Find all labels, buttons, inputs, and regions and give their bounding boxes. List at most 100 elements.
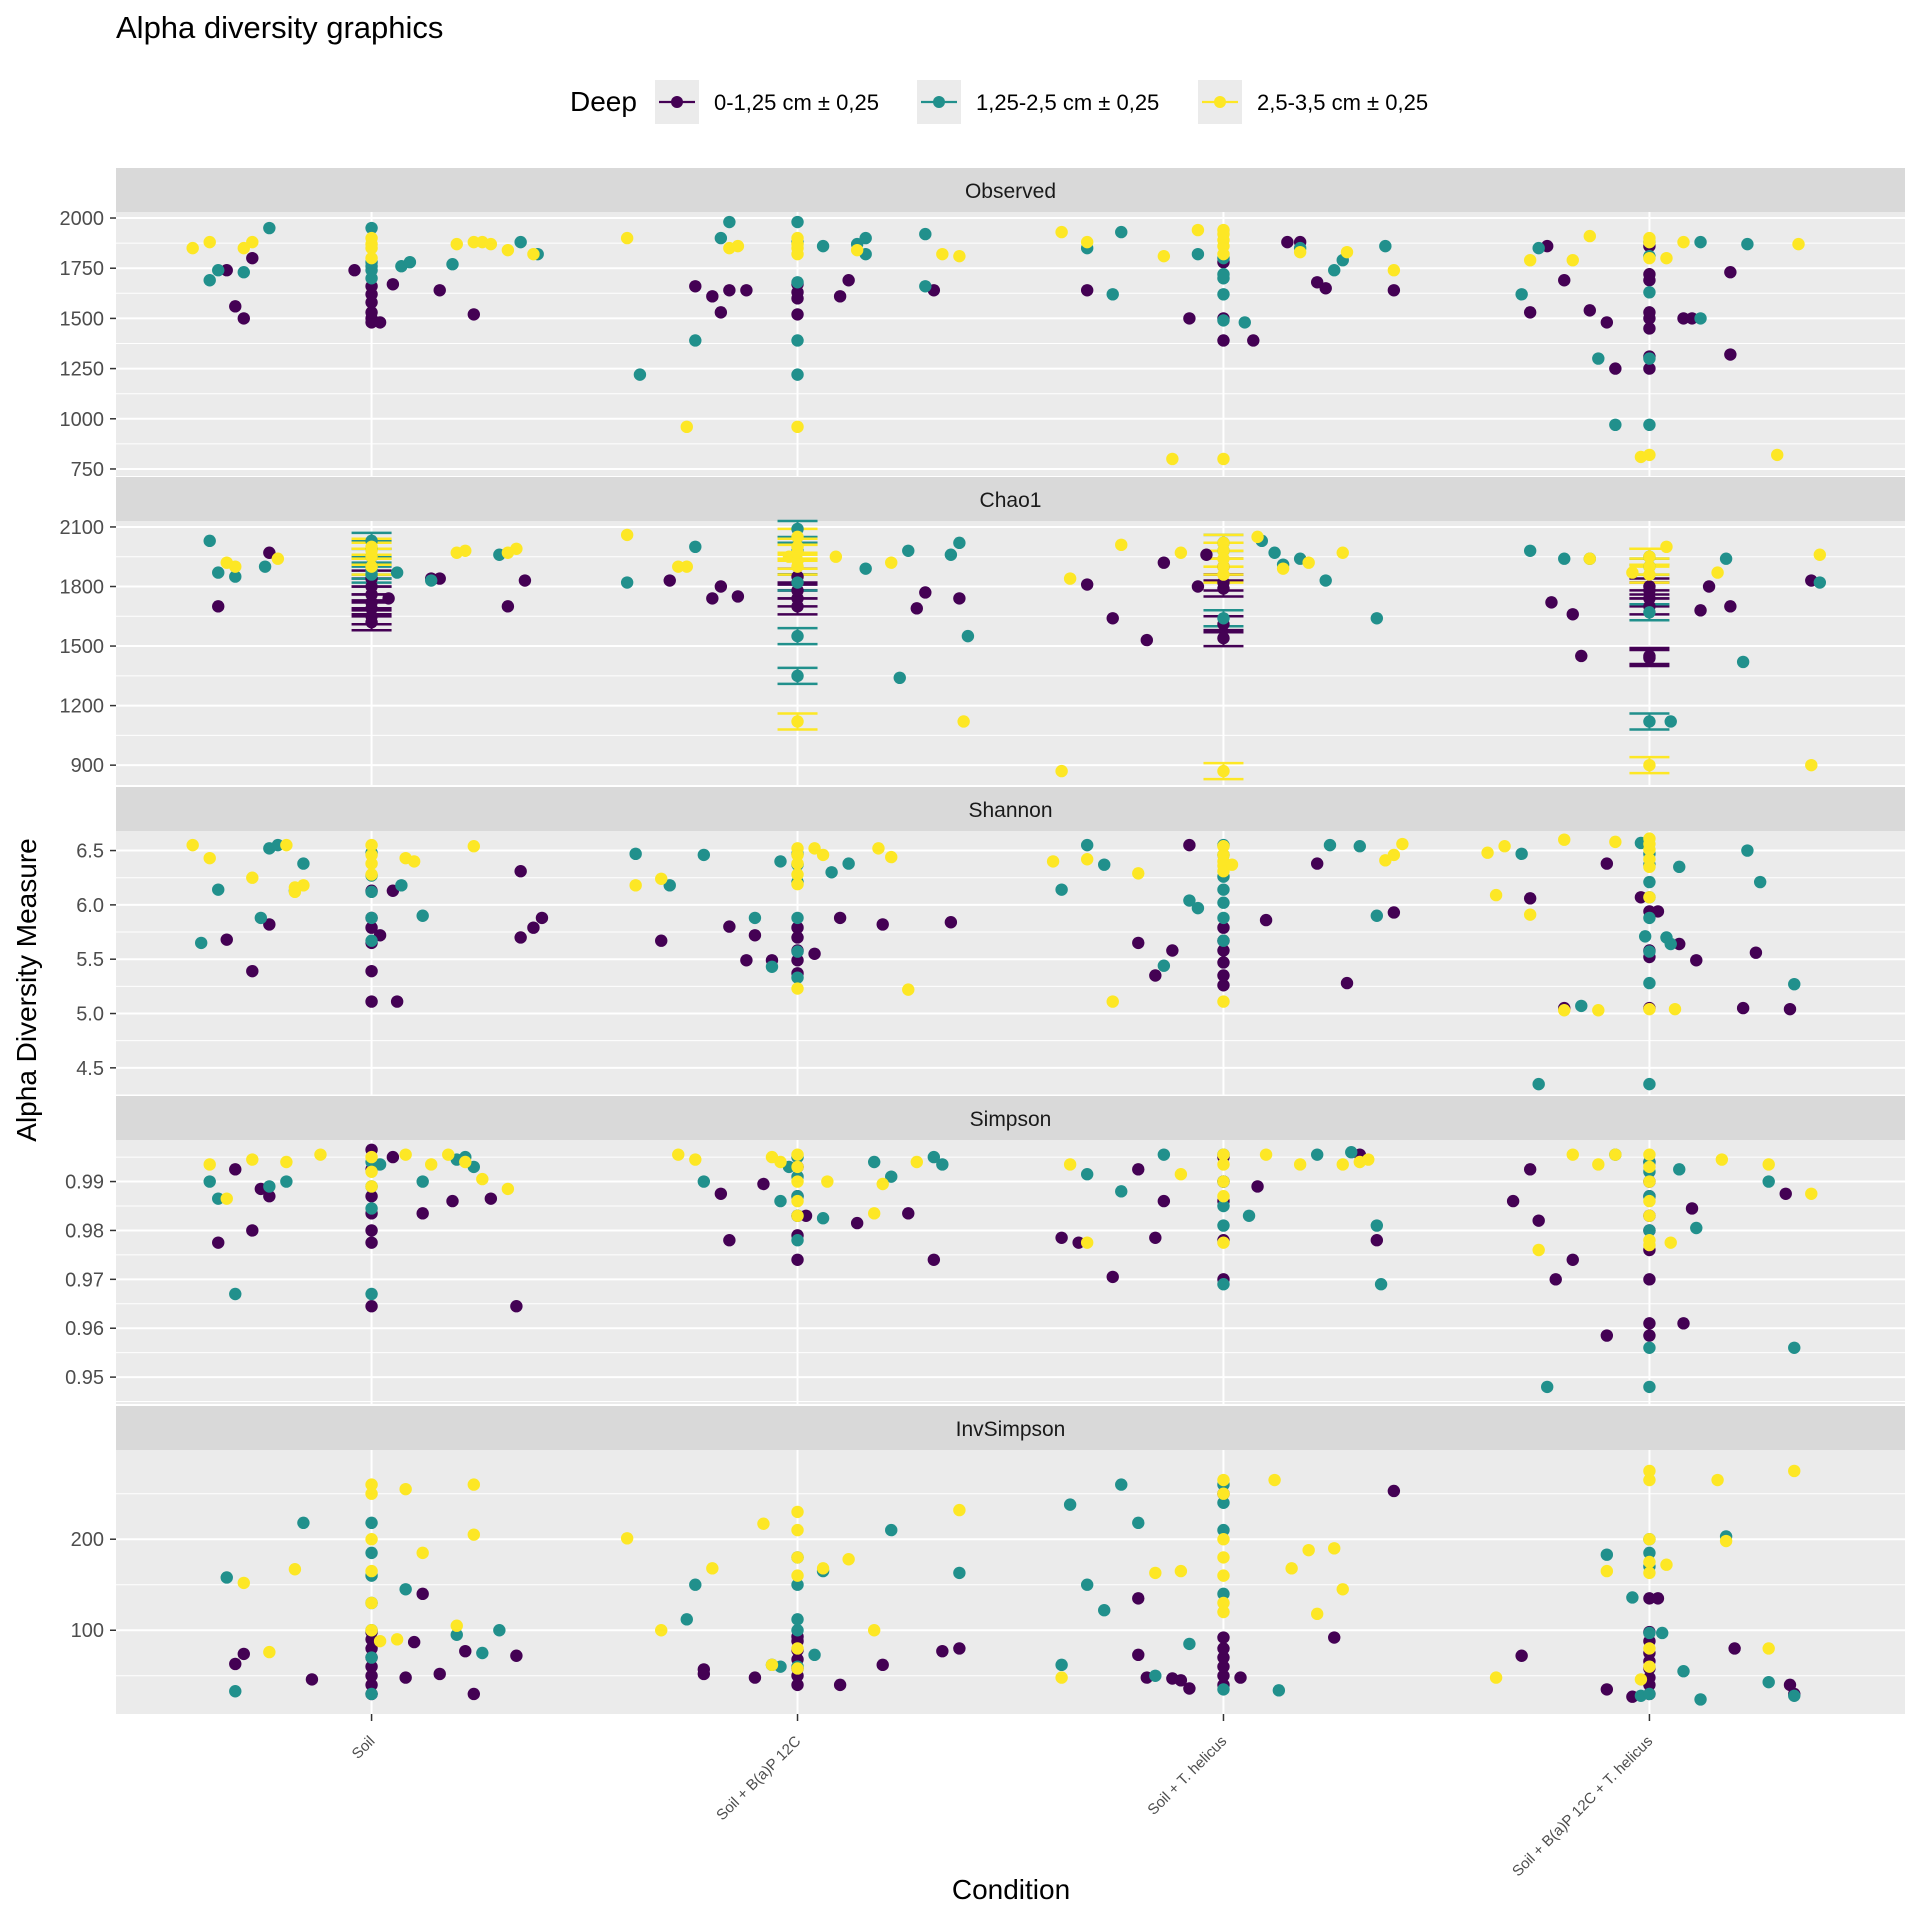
data-point xyxy=(1673,937,1686,951)
legend-label: 2,5-3,5 cm ± 0,25 xyxy=(1257,90,1428,115)
data-point xyxy=(1532,1243,1545,1257)
series-points xyxy=(229,1484,1801,1703)
facet-strip xyxy=(116,168,1905,212)
data-point xyxy=(1217,1660,1230,1673)
facet-strip-label: Chao1 xyxy=(980,489,1042,512)
data-point xyxy=(1643,1555,1656,1569)
data-point xyxy=(1217,612,1230,625)
data-point xyxy=(1685,1202,1699,1215)
data-point xyxy=(1694,604,1707,617)
data-point xyxy=(936,1158,949,1171)
data-point xyxy=(808,947,821,960)
data-point xyxy=(403,255,417,269)
data-point xyxy=(203,235,216,249)
data-point xyxy=(927,1253,941,1266)
data-point xyxy=(365,221,378,235)
data-point xyxy=(1643,1546,1656,1560)
data-point xyxy=(1200,548,1213,561)
data-point xyxy=(1174,1564,1188,1578)
data-point xyxy=(936,247,949,261)
data-point xyxy=(1183,894,1196,907)
data-point xyxy=(246,1153,259,1166)
data-point xyxy=(1779,1187,1792,1200)
data-point xyxy=(1370,1234,1384,1247)
data-point xyxy=(1217,268,1230,281)
data-point xyxy=(288,881,302,894)
data-point xyxy=(1643,1317,1656,1330)
data-point xyxy=(186,838,199,852)
data-point xyxy=(1336,546,1349,559)
legend: Deep 0-1,25 cm ± 0,25 1,25-2,5 cm ± 0,25 2,… xyxy=(570,80,1428,124)
data-point xyxy=(1345,1146,1358,1159)
data-point xyxy=(1609,1148,1622,1161)
y-tick-label: 1500 xyxy=(60,636,105,658)
data-point xyxy=(254,911,268,925)
data-point xyxy=(365,241,378,255)
data-point xyxy=(1132,1648,1145,1662)
data-point xyxy=(365,964,378,978)
legend-entry: 1,25-2,5 cm ± 0,25 xyxy=(917,80,1159,124)
data-point xyxy=(1217,1587,1230,1601)
data-point xyxy=(1217,911,1230,925)
data-point xyxy=(484,1192,498,1205)
data-point xyxy=(1643,235,1656,249)
data-point xyxy=(510,1649,523,1662)
data-point xyxy=(1217,1190,1230,1203)
data-point xyxy=(885,556,898,569)
data-point xyxy=(229,1657,242,1671)
data-point xyxy=(1643,1687,1656,1701)
data-point xyxy=(1217,1473,1230,1487)
data-point xyxy=(1677,1665,1690,1678)
data-point xyxy=(220,1571,233,1584)
facet-panel: Shannon 4.5 5.0 5.5 6.0 6.5 xyxy=(76,787,1905,1096)
data-point xyxy=(731,590,745,603)
data-point xyxy=(748,1671,762,1684)
data-point xyxy=(1132,1516,1145,1530)
data-point xyxy=(1515,288,1528,301)
y-tick-label: 6.0 xyxy=(76,895,104,917)
data-point xyxy=(629,847,642,861)
data-point xyxy=(1281,235,1294,249)
data-point xyxy=(1609,418,1622,432)
data-point xyxy=(280,838,293,852)
data-point xyxy=(714,580,728,593)
data-point xyxy=(791,1234,804,1247)
data-point xyxy=(791,576,804,589)
y-tick-label: 100 xyxy=(71,1620,104,1642)
data-point xyxy=(936,1644,949,1658)
y-tick-label: 4.5 xyxy=(76,1058,104,1080)
facet-strip-label: Shannon xyxy=(968,799,1052,822)
data-point xyxy=(1336,1583,1349,1596)
data-point xyxy=(459,1644,472,1658)
data-point xyxy=(1217,1158,1230,1171)
data-point xyxy=(186,241,199,255)
facet-panel: Simpson 0.95 0.96 0.97 0.98 0.99 xyxy=(65,1096,1905,1404)
data-point xyxy=(1711,566,1724,579)
data-point xyxy=(791,247,804,261)
data-point xyxy=(1741,844,1754,857)
data-point xyxy=(791,1160,804,1174)
data-point xyxy=(1626,566,1639,579)
data-point xyxy=(1396,837,1409,851)
data-point xyxy=(663,879,676,892)
data-point xyxy=(1183,1637,1196,1651)
data-point xyxy=(365,1478,378,1491)
data-point xyxy=(365,1150,378,1164)
data-point xyxy=(1132,1592,1145,1605)
facet-panel: InvSimpson 100 200 xyxy=(71,1406,1905,1714)
data-point xyxy=(620,576,634,589)
data-point xyxy=(1600,1329,1614,1342)
data-point xyxy=(774,1155,787,1169)
data-point xyxy=(1643,1592,1656,1605)
data-point xyxy=(1080,1578,1094,1591)
data-point xyxy=(1362,1153,1375,1166)
data-point xyxy=(663,574,676,587)
data-point xyxy=(1643,268,1656,281)
data-point xyxy=(1677,1317,1690,1330)
data-point xyxy=(1736,655,1750,669)
data-point xyxy=(1643,1224,1656,1237)
data-point xyxy=(816,239,830,253)
data-point xyxy=(791,911,804,925)
data-point xyxy=(203,851,216,865)
data-point xyxy=(1157,1194,1171,1208)
